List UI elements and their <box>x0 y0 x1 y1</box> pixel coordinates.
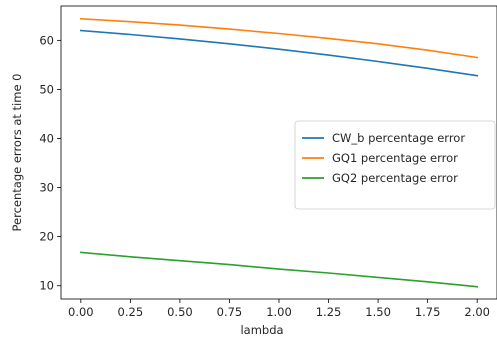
x-tick-label: 0.25 <box>118 305 144 319</box>
x-tick-label: 1.00 <box>266 305 292 319</box>
axis-ticks: 0.00 0.25 0.50 0.75 1.00 1.25 1.50 1.75 2.00 10 20… <box>39 33 490 319</box>
x-axis-label: lambda <box>240 323 283 337</box>
legend-box <box>294 120 496 210</box>
series-lines <box>79 17 479 288</box>
legend-entry: GQ1 percentage error <box>332 151 458 165</box>
y-tick-label: 60 <box>39 33 54 47</box>
legend-entry: GQ2 percentage error <box>332 171 458 185</box>
x-tick-label: 1.50 <box>365 305 391 319</box>
y-tick-label: 20 <box>39 230 54 244</box>
y-tick-label: 10 <box>39 279 54 293</box>
series-line-1 <box>79 17 479 59</box>
y-tick-label: 40 <box>39 132 54 146</box>
x-tick-label: 0.00 <box>68 305 94 319</box>
series-line-2 <box>79 251 479 288</box>
y-tick-label: 50 <box>39 82 54 96</box>
x-tick-label: 1.25 <box>316 305 342 319</box>
y-axis-label: Percentage errors at time 0 <box>10 73 24 231</box>
x-tick-label: 0.75 <box>217 305 243 319</box>
legend: CW_b percentage error GQ1 percentage erro… <box>294 120 496 210</box>
x-tick-label: 1.75 <box>415 305 441 319</box>
y-tick-label: 30 <box>39 181 54 195</box>
x-tick-label: 0.50 <box>167 305 193 319</box>
plot-frame <box>60 5 497 300</box>
series-line-0 <box>79 29 479 77</box>
legend-entry: CW_b percentage error <box>332 131 465 145</box>
x-tick-label: 2.00 <box>464 305 490 319</box>
